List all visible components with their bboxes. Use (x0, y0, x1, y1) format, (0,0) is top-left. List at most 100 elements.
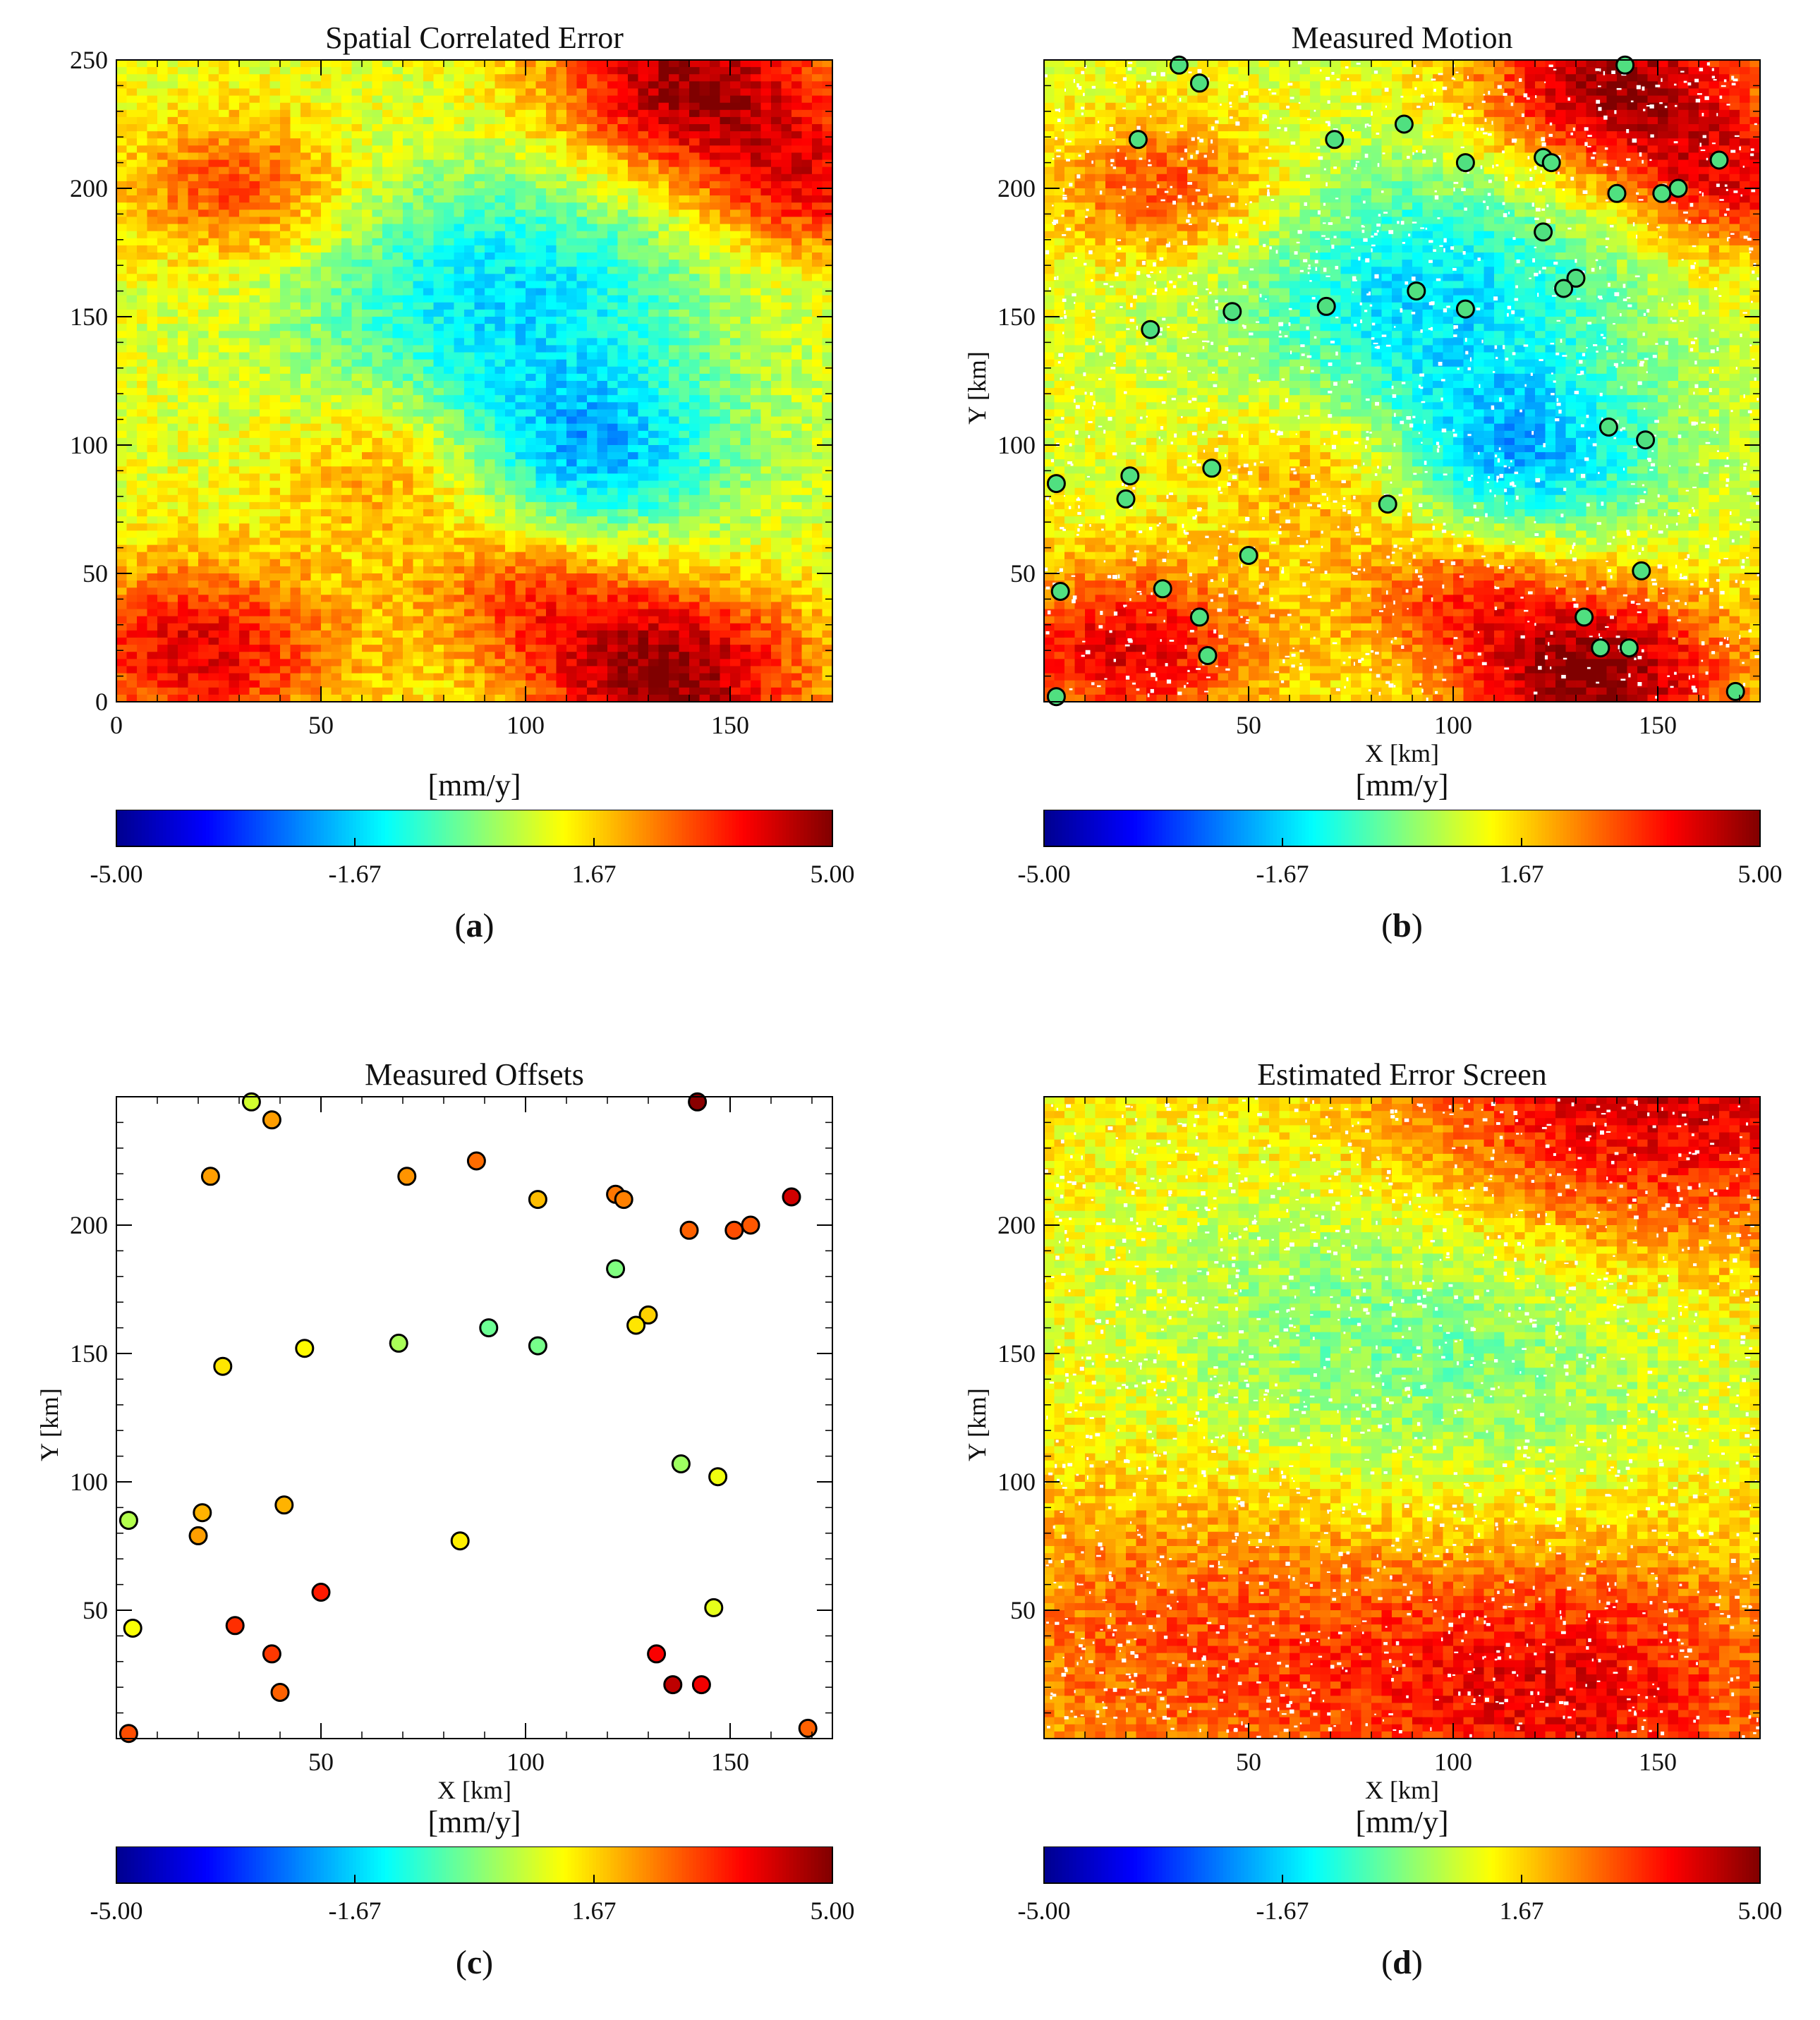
heatmap-cell (280, 588, 291, 595)
heatmap-cell (362, 623, 373, 631)
heatmap-cell (515, 67, 526, 75)
heatmap-cell (382, 480, 394, 489)
heatmap-cell (372, 616, 383, 624)
heatmap-cell (331, 616, 342, 624)
heatmap-cell (485, 473, 496, 482)
heatmap-cell (301, 673, 312, 681)
heatmap-cell (566, 95, 578, 104)
heatmap-cell (301, 217, 312, 225)
heatmap-cell (474, 652, 485, 659)
heatmap-cell (351, 473, 363, 482)
heatmap-cell (137, 331, 148, 339)
heatmap-cell (526, 544, 537, 553)
heatmap-cell (413, 202, 424, 210)
heatmap-cell (260, 338, 271, 346)
heatmap-cell (260, 88, 271, 97)
heatmap-cell (116, 373, 128, 382)
heatmap-cell (679, 81, 690, 90)
heatmap-cell (444, 423, 455, 432)
heatmap-cell (485, 74, 496, 82)
heatmap-cell (208, 138, 219, 146)
heatmap-cell (116, 416, 128, 425)
heatmap-cell (321, 281, 332, 289)
heatmap-cell (269, 345, 281, 353)
heatmap-cell (157, 74, 169, 82)
heatmap-cell (566, 381, 578, 389)
heatmap-cell (679, 124, 690, 132)
heatmap-cell (495, 445, 506, 453)
heatmap-cell (669, 131, 680, 139)
heatmap-cell (556, 95, 567, 104)
heatmap-cell (556, 231, 567, 239)
heatmap-cell (587, 638, 598, 645)
heatmap-cell (392, 673, 404, 681)
heatmap-cell (239, 324, 250, 331)
heatmap-cell (167, 109, 178, 118)
heatmap-cell (249, 224, 260, 232)
heatmap-cell (310, 174, 322, 182)
heatmap-cell (403, 253, 414, 260)
heatmap-cell (321, 623, 332, 631)
heatmap-cell (188, 74, 199, 82)
heatmap-cell (116, 181, 128, 189)
heatmap-cell (495, 366, 506, 375)
heatmap-cell (505, 352, 516, 360)
heatmap-cell (280, 537, 291, 546)
heatmap-cell (515, 673, 526, 681)
heatmap-cell (116, 74, 128, 82)
heatmap-cell (178, 209, 189, 218)
heatmap-cell (219, 195, 230, 203)
heatmap-cell (372, 552, 383, 560)
heatmap-cell (515, 238, 526, 246)
heatmap-cell (566, 373, 578, 382)
heatmap-cell (628, 138, 639, 146)
heatmap-cell (178, 124, 189, 132)
heatmap-cell (116, 366, 128, 375)
heatmap-cell (597, 602, 608, 610)
heatmap-cell (249, 253, 260, 260)
heatmap-cell (413, 159, 424, 168)
heatmap-cell (137, 523, 148, 531)
heatmap-cell (566, 673, 578, 681)
heatmap-cell (669, 366, 680, 375)
heatmap-cell (423, 281, 435, 289)
heatmap-cell (280, 501, 291, 510)
heatmap-cell (454, 295, 465, 303)
heatmap-cell (239, 166, 250, 175)
heatmap-cell (137, 131, 148, 139)
heatmap-cell (229, 687, 240, 695)
heatmap-cell (372, 595, 383, 603)
heatmap-cell (617, 652, 629, 659)
heatmap-cell (269, 166, 281, 175)
heatmap-cell (617, 145, 629, 154)
heatmap-cell (157, 174, 169, 182)
heatmap-cell (648, 430, 660, 439)
heatmap-cell (280, 366, 291, 375)
heatmap-cell (597, 544, 608, 553)
heatmap-cell (382, 544, 394, 553)
heatmap-cell (454, 602, 465, 610)
heatmap-cell (260, 138, 271, 146)
heatmap-cell (280, 530, 291, 539)
heatmap-cell (280, 445, 291, 453)
heatmap-cell (658, 416, 669, 425)
heatmap-cell (321, 687, 332, 695)
heatmap-cell (147, 559, 158, 567)
heatmap-cell (351, 430, 363, 439)
heatmap-cell (310, 588, 322, 595)
heatmap-cell (433, 174, 444, 182)
heatmap-cell (535, 388, 547, 396)
heatmap-cell (188, 423, 199, 432)
heatmap-cell (372, 209, 383, 218)
heatmap-cell (392, 509, 404, 517)
heatmap-cell (301, 195, 312, 203)
heatmap-cell (198, 238, 210, 246)
heatmap-cell (229, 231, 240, 239)
heatmap-cell (617, 81, 629, 90)
heatmap-cell (638, 345, 649, 353)
heatmap-cell (178, 573, 189, 581)
heatmap-cell (535, 559, 547, 567)
heatmap-cell (515, 616, 526, 624)
heatmap-cell (495, 501, 506, 510)
heatmap-cell (526, 623, 537, 631)
